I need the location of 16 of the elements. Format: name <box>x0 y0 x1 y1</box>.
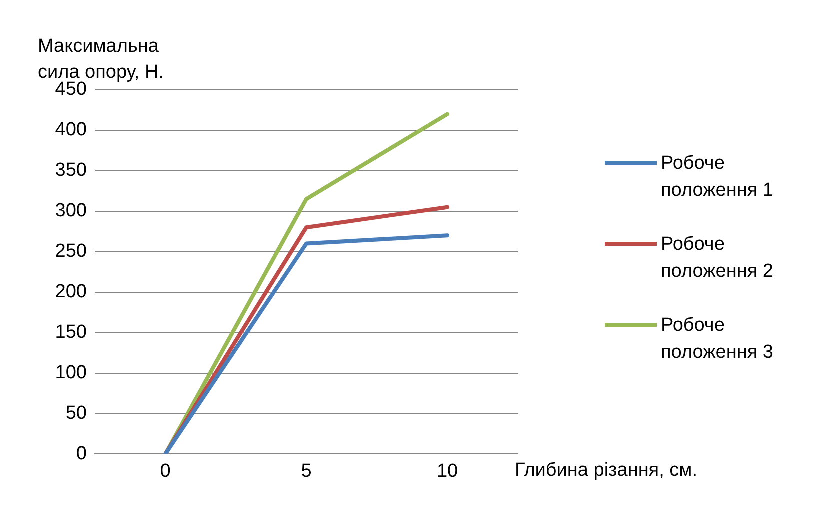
x-axis-title: Глибина різання, см. <box>515 459 698 483</box>
legend-label: Робоче положення 3 <box>661 314 774 365</box>
y-tick-label: 0 <box>76 443 87 464</box>
y-tick-label: 400 <box>55 120 87 141</box>
x-tick-label: 0 <box>160 460 171 482</box>
y-tick-label: 150 <box>55 322 87 344</box>
y-tick-label: 250 <box>55 241 87 262</box>
x-tick-label: 10 <box>436 460 458 482</box>
y-tick-label: 100 <box>55 362 87 384</box>
legend-label: Робоче положення 1 <box>661 152 774 203</box>
x-tick-label: 5 <box>301 460 312 482</box>
legend-label: Робоче положення 2 <box>661 233 774 284</box>
y-tick-label: 300 <box>55 200 87 222</box>
y-tick-label: 350 <box>55 160 87 182</box>
y-tick-label: 50 <box>66 402 87 424</box>
y-tick-label: 200 <box>55 282 87 303</box>
